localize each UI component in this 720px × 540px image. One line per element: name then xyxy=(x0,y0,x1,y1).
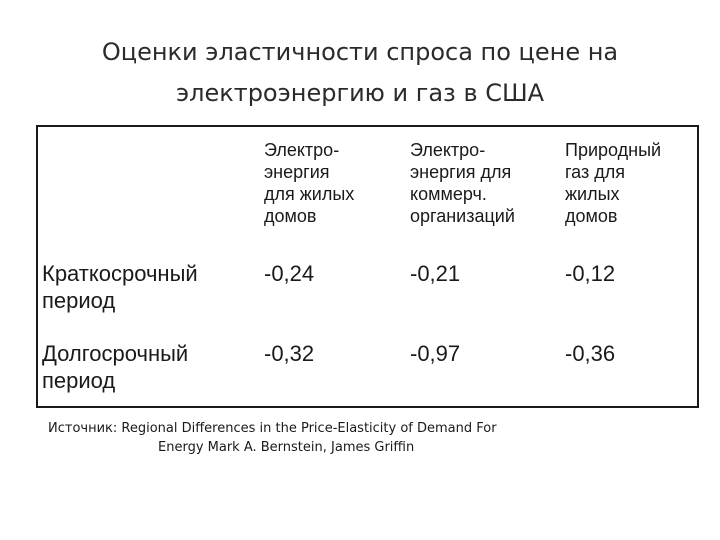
value-long-term-commercial-electricity: -0,97 xyxy=(410,341,461,366)
value-long-term-residential-electricity: -0,32 xyxy=(264,341,315,366)
source-line-2: Energy Mark A. Bernstein, James Griffin xyxy=(158,440,415,455)
col-header-residential-gas: Природный газ для жилых домов xyxy=(565,140,662,226)
value-short-term-commercial-electricity: -0,21 xyxy=(410,261,461,286)
value-short-term-residential-gas: -0,12 xyxy=(565,261,616,286)
source-line-1: Источник: Regional Differences in the Pr… xyxy=(48,421,497,436)
title-line-1: Оценки эластичности спроса по цене на xyxy=(101,38,619,66)
elasticity-table: Электро- энергия для жилых домов Электро… xyxy=(36,125,699,408)
col-header-commercial-electricity: Электро- энергия для коммерч. организаци… xyxy=(410,140,515,226)
value-long-term-residential-gas: -0,36 xyxy=(565,341,616,366)
title-line-2: электроэнергию и газ в США xyxy=(175,79,545,107)
col-header-residential-electricity: Электро- энергия для жилых домов xyxy=(264,140,355,226)
slide-title: Оценки эластичности спроса по цене на эл… xyxy=(40,32,680,114)
value-short-term-residential-electricity: -0,24 xyxy=(264,261,315,286)
source-note: Источник: Regional Differences in the Pr… xyxy=(48,419,568,457)
row-label-long-term: Долгосрочный период xyxy=(42,341,189,393)
row-label-short-term: Краткосрочный период xyxy=(42,261,198,313)
